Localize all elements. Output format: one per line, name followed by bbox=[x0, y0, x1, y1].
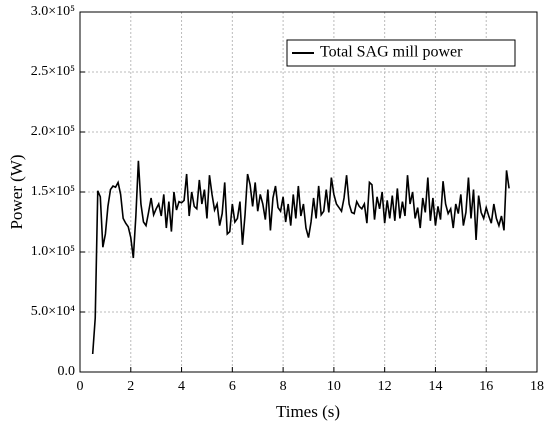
y-tick-label: 1.5×10⁵ bbox=[31, 184, 75, 199]
x-tick-label: 6 bbox=[229, 379, 236, 394]
y-tick-label: 2.0×10⁵ bbox=[31, 124, 75, 139]
legend-box bbox=[286, 39, 516, 67]
y-tick-label: 0.0 bbox=[58, 364, 76, 379]
y-tick-label: 2.5×10⁵ bbox=[31, 64, 75, 79]
y-tick-label: 1.0×10⁵ bbox=[31, 244, 75, 259]
x-axis-title: Times (s) bbox=[276, 402, 340, 421]
y-tick-label: 5.0×10⁴ bbox=[31, 304, 75, 319]
x-tick-label: 2 bbox=[127, 379, 134, 394]
x-tick-label: 0 bbox=[77, 379, 84, 394]
x-tick-label: 14 bbox=[428, 379, 442, 394]
x-tick-label: 4 bbox=[178, 379, 185, 394]
data-line bbox=[91, 160, 510, 355]
y-axis-title: Power (W) bbox=[7, 154, 26, 229]
x-tick-label: 8 bbox=[280, 379, 287, 394]
x-tick-label: 10 bbox=[327, 379, 341, 394]
y-tick-label: 3.0×10⁵ bbox=[31, 4, 75, 19]
legend-label: Total SAG mill power bbox=[320, 44, 463, 61]
x-tick-label: 12 bbox=[378, 379, 392, 394]
x-tick-label: 16 bbox=[479, 379, 493, 394]
plot-frame bbox=[79, 11, 538, 373]
x-tick-label: 18 bbox=[530, 379, 544, 394]
